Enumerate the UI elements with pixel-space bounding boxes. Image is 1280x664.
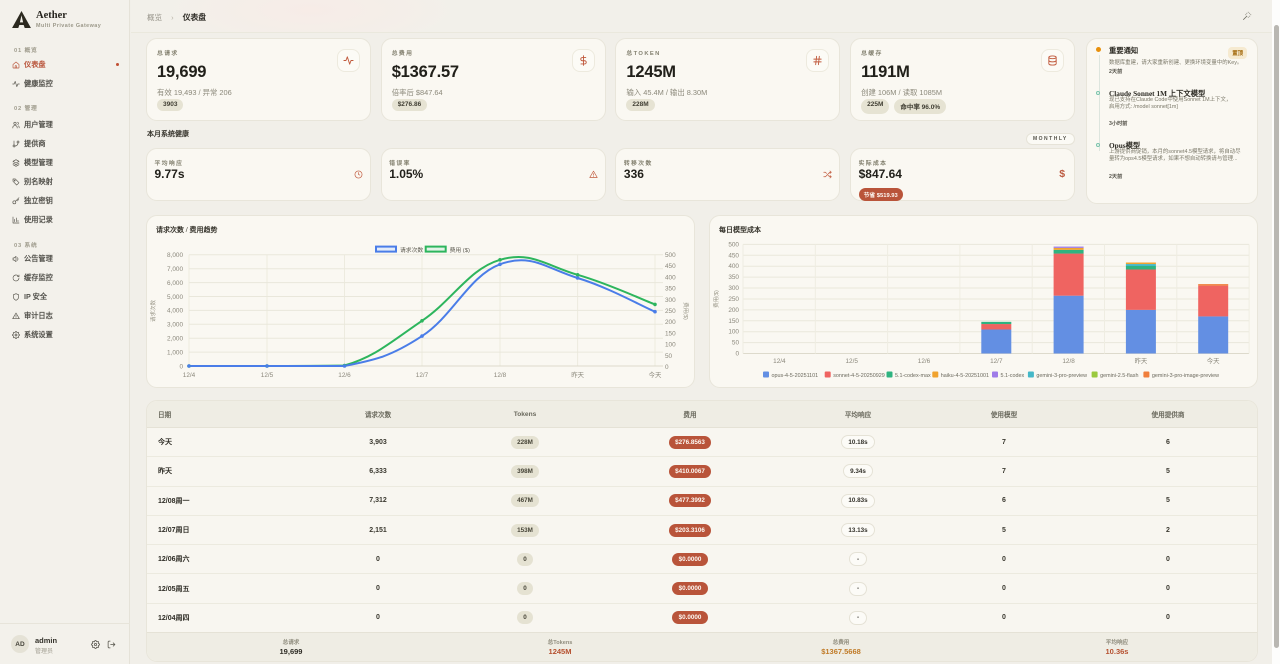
svg-text:haiku-4-5-20251001: haiku-4-5-20251001 bbox=[941, 373, 989, 379]
svg-text:0: 0 bbox=[179, 364, 183, 371]
svg-text:100: 100 bbox=[728, 329, 739, 336]
svg-text:350: 350 bbox=[665, 286, 676, 293]
svg-text:50: 50 bbox=[665, 353, 673, 360]
svg-text:0: 0 bbox=[665, 364, 669, 371]
svg-text:50: 50 bbox=[732, 340, 740, 347]
svg-text:8,000: 8,000 bbox=[167, 252, 183, 259]
svg-text:昨天: 昨天 bbox=[1135, 356, 1148, 365]
svg-text:12/8: 12/8 bbox=[494, 372, 507, 379]
svg-text:gemini-2.5-flash: gemini-2.5-flash bbox=[1100, 373, 1138, 379]
svg-text:今天: 今天 bbox=[1207, 356, 1220, 365]
svg-text:3,000: 3,000 bbox=[167, 322, 183, 329]
svg-text:5.1-codex: 5.1-codex bbox=[1001, 373, 1025, 379]
svg-text:200: 200 bbox=[665, 319, 676, 326]
svg-text:350: 350 bbox=[728, 274, 739, 281]
svg-text:费用 ($): 费用 ($) bbox=[450, 246, 470, 254]
svg-text:5,000: 5,000 bbox=[167, 294, 183, 301]
svg-text:100: 100 bbox=[665, 342, 676, 349]
svg-text:12/4: 12/4 bbox=[773, 358, 786, 365]
svg-text:请求次数: 请求次数 bbox=[400, 246, 423, 254]
svg-text:12/6: 12/6 bbox=[338, 372, 351, 379]
svg-text:400: 400 bbox=[728, 263, 739, 270]
svg-text:opus-4-5-20251101: opus-4-5-20251101 bbox=[772, 373, 819, 379]
svg-text:4,000: 4,000 bbox=[167, 308, 183, 315]
svg-text:150: 150 bbox=[665, 330, 676, 337]
svg-text:2,000: 2,000 bbox=[167, 336, 183, 343]
svg-text:450: 450 bbox=[665, 263, 676, 270]
svg-text:费用($): 费用($) bbox=[682, 302, 690, 320]
svg-text:5.1-codex-max: 5.1-codex-max bbox=[895, 373, 931, 379]
svg-text:400: 400 bbox=[665, 274, 676, 281]
svg-text:300: 300 bbox=[665, 297, 676, 304]
svg-text:gemini-3-pro-preview: gemini-3-pro-preview bbox=[1036, 373, 1087, 379]
svg-text:12/4: 12/4 bbox=[183, 372, 196, 379]
svg-text:12/7: 12/7 bbox=[416, 372, 429, 379]
svg-text:gemini-3-pro-image-preview: gemini-3-pro-image-preview bbox=[1152, 373, 1219, 379]
svg-text:300: 300 bbox=[728, 285, 739, 292]
svg-text:500: 500 bbox=[665, 252, 676, 259]
svg-text:12/5: 12/5 bbox=[261, 372, 274, 379]
svg-text:12/6: 12/6 bbox=[918, 358, 931, 365]
svg-text:12/8: 12/8 bbox=[1062, 358, 1075, 365]
svg-text:sonnet-4-5-20250929: sonnet-4-5-20250929 bbox=[833, 373, 885, 379]
svg-text:请求次数: 请求次数 bbox=[149, 300, 157, 323]
svg-text:昨天: 昨天 bbox=[571, 370, 584, 379]
svg-text:500: 500 bbox=[728, 241, 739, 248]
svg-text:1,000: 1,000 bbox=[167, 350, 183, 357]
svg-text:250: 250 bbox=[665, 308, 676, 315]
svg-text:今天: 今天 bbox=[649, 370, 662, 379]
svg-text:450: 450 bbox=[728, 252, 739, 259]
svg-text:150: 150 bbox=[728, 318, 739, 325]
svg-text:12/7: 12/7 bbox=[990, 358, 1003, 365]
svg-text:12/5: 12/5 bbox=[845, 358, 858, 365]
svg-text:费用($): 费用($) bbox=[712, 290, 720, 308]
svg-text:6,000: 6,000 bbox=[167, 280, 183, 287]
svg-text:250: 250 bbox=[728, 296, 739, 303]
svg-text:7,000: 7,000 bbox=[167, 266, 183, 273]
svg-text:200: 200 bbox=[728, 307, 739, 314]
svg-text:0: 0 bbox=[735, 351, 739, 358]
